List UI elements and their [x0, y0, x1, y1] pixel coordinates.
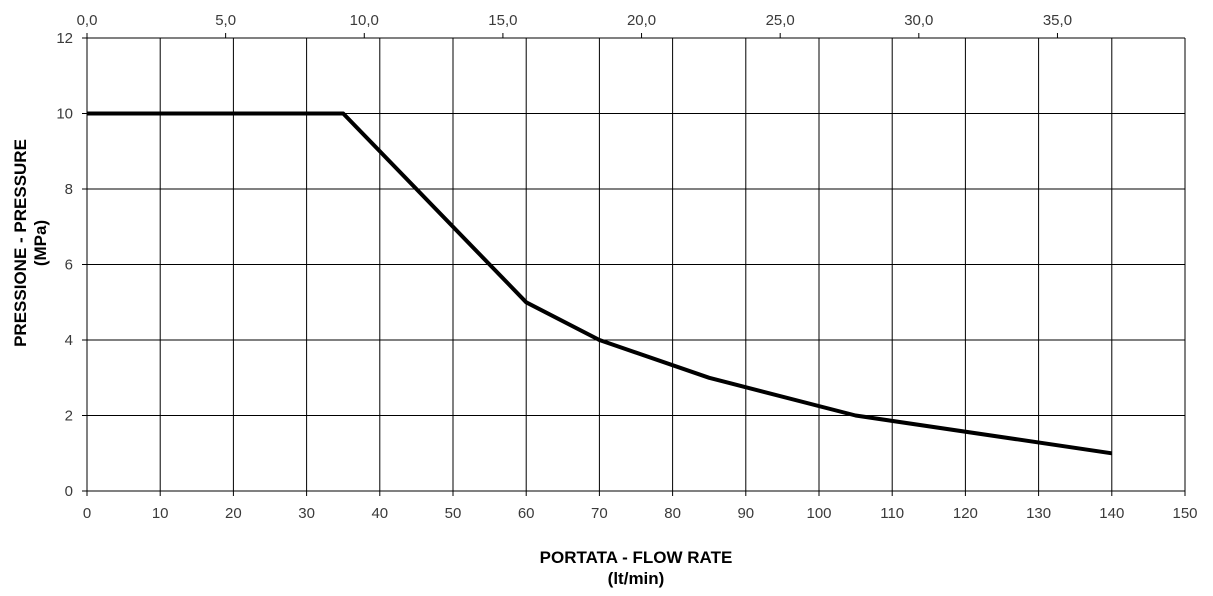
- x-tick-label: 90: [737, 505, 754, 522]
- x-tick-label: 110: [880, 505, 904, 522]
- x-tick-label: 20: [225, 505, 242, 522]
- top-axis-tick-label: 15,0: [488, 12, 517, 29]
- y-tick-label: 6: [65, 257, 73, 274]
- y-tick-label: 10: [56, 106, 73, 123]
- grid: [82, 33, 1186, 496]
- y-axis-unit: (MPa): [31, 220, 50, 266]
- top-axis-tick-label: 35,0: [1043, 12, 1072, 29]
- top-axis-tick-label: 5,0: [215, 12, 236, 29]
- y-axis-ticks: 0 2 4 6 8 10 12: [56, 30, 73, 500]
- x-tick-label: 140: [1099, 505, 1124, 522]
- top-axis-tick-label: 20,0: [627, 12, 656, 29]
- x-axis-title: PORTATA - FLOW RATE: [540, 548, 733, 567]
- x-tick-label: 40: [371, 505, 388, 522]
- y-tick-label: 12: [56, 30, 73, 47]
- x-tick-label: 60: [518, 505, 535, 522]
- x-tick-label: 150: [1172, 505, 1197, 522]
- y-tick-label: 2: [65, 408, 73, 425]
- x-axis-unit: (lt/min): [608, 569, 665, 588]
- top-axis-ticks: 0,0 5,0 10,0 15,0 20,0 25,0 30,0 35,0: [77, 12, 1072, 29]
- top-axis-tick-label: 30,0: [904, 12, 933, 29]
- top-axis-tick-label: 0,0: [77, 12, 98, 29]
- series-line: [87, 111, 1113, 456]
- x-tick-label: 30: [298, 505, 315, 522]
- top-axis-tick-label: 25,0: [766, 12, 795, 29]
- x-tick-label: 120: [953, 505, 978, 522]
- x-tick-label: 100: [806, 505, 831, 522]
- x-tick-label: 130: [1026, 505, 1051, 522]
- x-tick-label: 70: [591, 505, 608, 522]
- y-tick-label: 4: [65, 332, 73, 349]
- y-tick-label: 8: [65, 181, 73, 198]
- x-tick-label: 80: [664, 505, 681, 522]
- series-layer: [87, 111, 1113, 456]
- x-tick-label: 50: [445, 505, 462, 522]
- x-tick-label: 0: [83, 505, 91, 522]
- y-tick-label: 0: [65, 483, 73, 500]
- y-axis-title: PRESSIONE - PRESSURE: [11, 139, 30, 347]
- x-axis-ticks: 0 10 20 30 40 50 60 70 80 90 100 110 120 130 140 150: [83, 505, 1198, 522]
- x-tick-label: 10: [152, 505, 169, 522]
- top-axis-tick-label: 10,0: [350, 12, 379, 29]
